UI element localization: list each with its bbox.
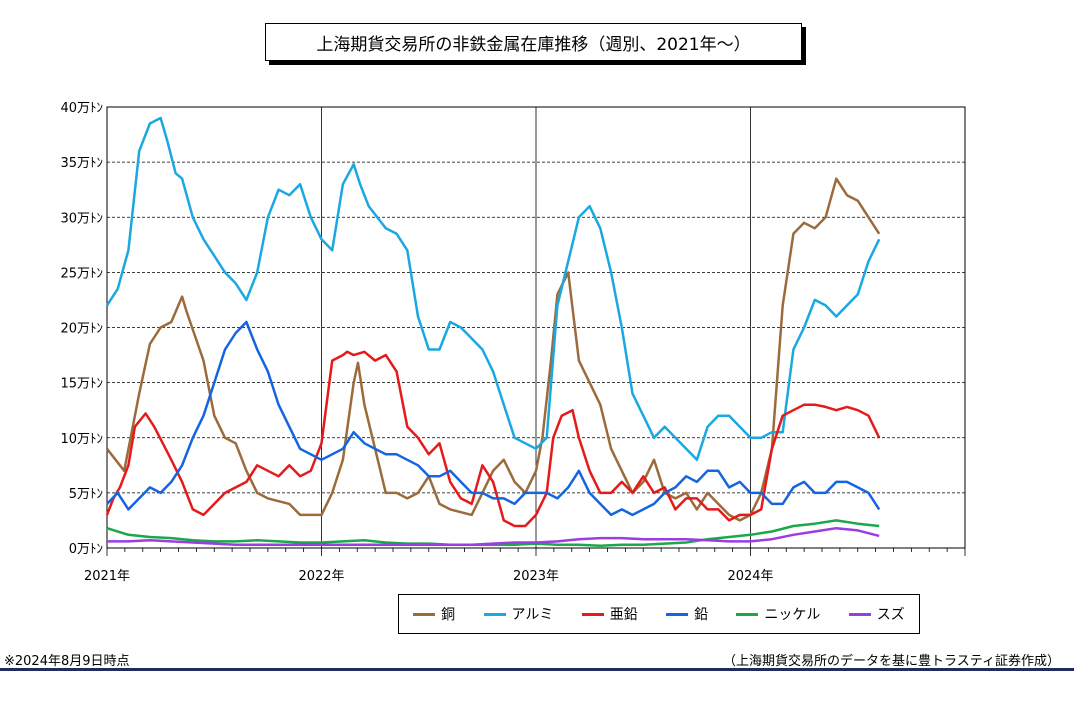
legend-label-zinc: 亜鉛 bbox=[609, 607, 638, 623]
y-tick-label: 15万ﾄﾝ bbox=[60, 377, 103, 392]
legend-item-lead: 鉛 bbox=[666, 604, 708, 624]
legend-item-aluminum: アルミ bbox=[483, 604, 554, 624]
source-note: （上海期貨交易所のデータを基に豊トラスティ証券作成） bbox=[723, 654, 1060, 669]
legend-item-copper: 銅 bbox=[413, 604, 455, 624]
legend-swatch-nickel bbox=[736, 612, 759, 616]
plot-frame bbox=[106, 106, 966, 549]
y-tick-label: 30万ﾄﾝ bbox=[60, 211, 103, 226]
x-tick-label: 2024年 bbox=[727, 569, 773, 584]
legend-swatch-lead bbox=[666, 612, 689, 616]
series-line-3 bbox=[106, 320, 881, 517]
x-tick-label: 2022年 bbox=[298, 569, 344, 584]
legend-swatch-aluminum bbox=[483, 612, 506, 616]
date-note: ※2024年8月9日時点 bbox=[4, 654, 130, 669]
series-line-4 bbox=[106, 519, 880, 548]
legend-label-lead: 鉛 bbox=[694, 607, 709, 623]
x-tick-label: 2021年 bbox=[84, 569, 130, 584]
legend-label-tin: スズ bbox=[876, 607, 905, 623]
legend-label-copper: 銅 bbox=[441, 607, 456, 623]
y-tick-label: 20万ﾄﾝ bbox=[60, 322, 103, 337]
x-tick-label: 2023年 bbox=[513, 569, 559, 584]
legend-swatch-copper bbox=[413, 612, 436, 616]
series-line-0 bbox=[106, 177, 881, 522]
y-tick-label: 35万ﾄﾝ bbox=[60, 156, 103, 171]
legend: 銅 アルミ 亜鉛 鉛 ニッケル スズ bbox=[398, 594, 920, 634]
legend-item-nickel: ニッケル bbox=[736, 604, 820, 624]
y-tick-label: 0万ﾄﾝ bbox=[69, 542, 103, 557]
y-tick-label: 25万ﾄﾝ bbox=[60, 266, 103, 281]
chart-title: 上海期貨交易所の非鉄金属在庫推移（週別、2021年～） bbox=[265, 23, 802, 61]
series-line-1 bbox=[105, 116, 881, 462]
series-line-5 bbox=[107, 526, 880, 546]
y-tick-label: 40万ﾄﾝ bbox=[60, 101, 103, 116]
legend-label-nickel: ニッケル bbox=[764, 607, 821, 623]
y-tick-label: 5万ﾄﾝ bbox=[69, 487, 103, 502]
legend-item-zinc: 亜鉛 bbox=[581, 604, 638, 624]
legend-label-aluminum: アルミ bbox=[511, 607, 554, 623]
series-line-2 bbox=[105, 350, 881, 528]
y-tick-label: 10万ﾄﾝ bbox=[60, 432, 103, 447]
bottom-rule bbox=[0, 668, 1074, 671]
legend-item-tin: スズ bbox=[848, 604, 905, 624]
legend-swatch-tin bbox=[848, 612, 871, 616]
legend-swatch-zinc bbox=[581, 612, 604, 616]
